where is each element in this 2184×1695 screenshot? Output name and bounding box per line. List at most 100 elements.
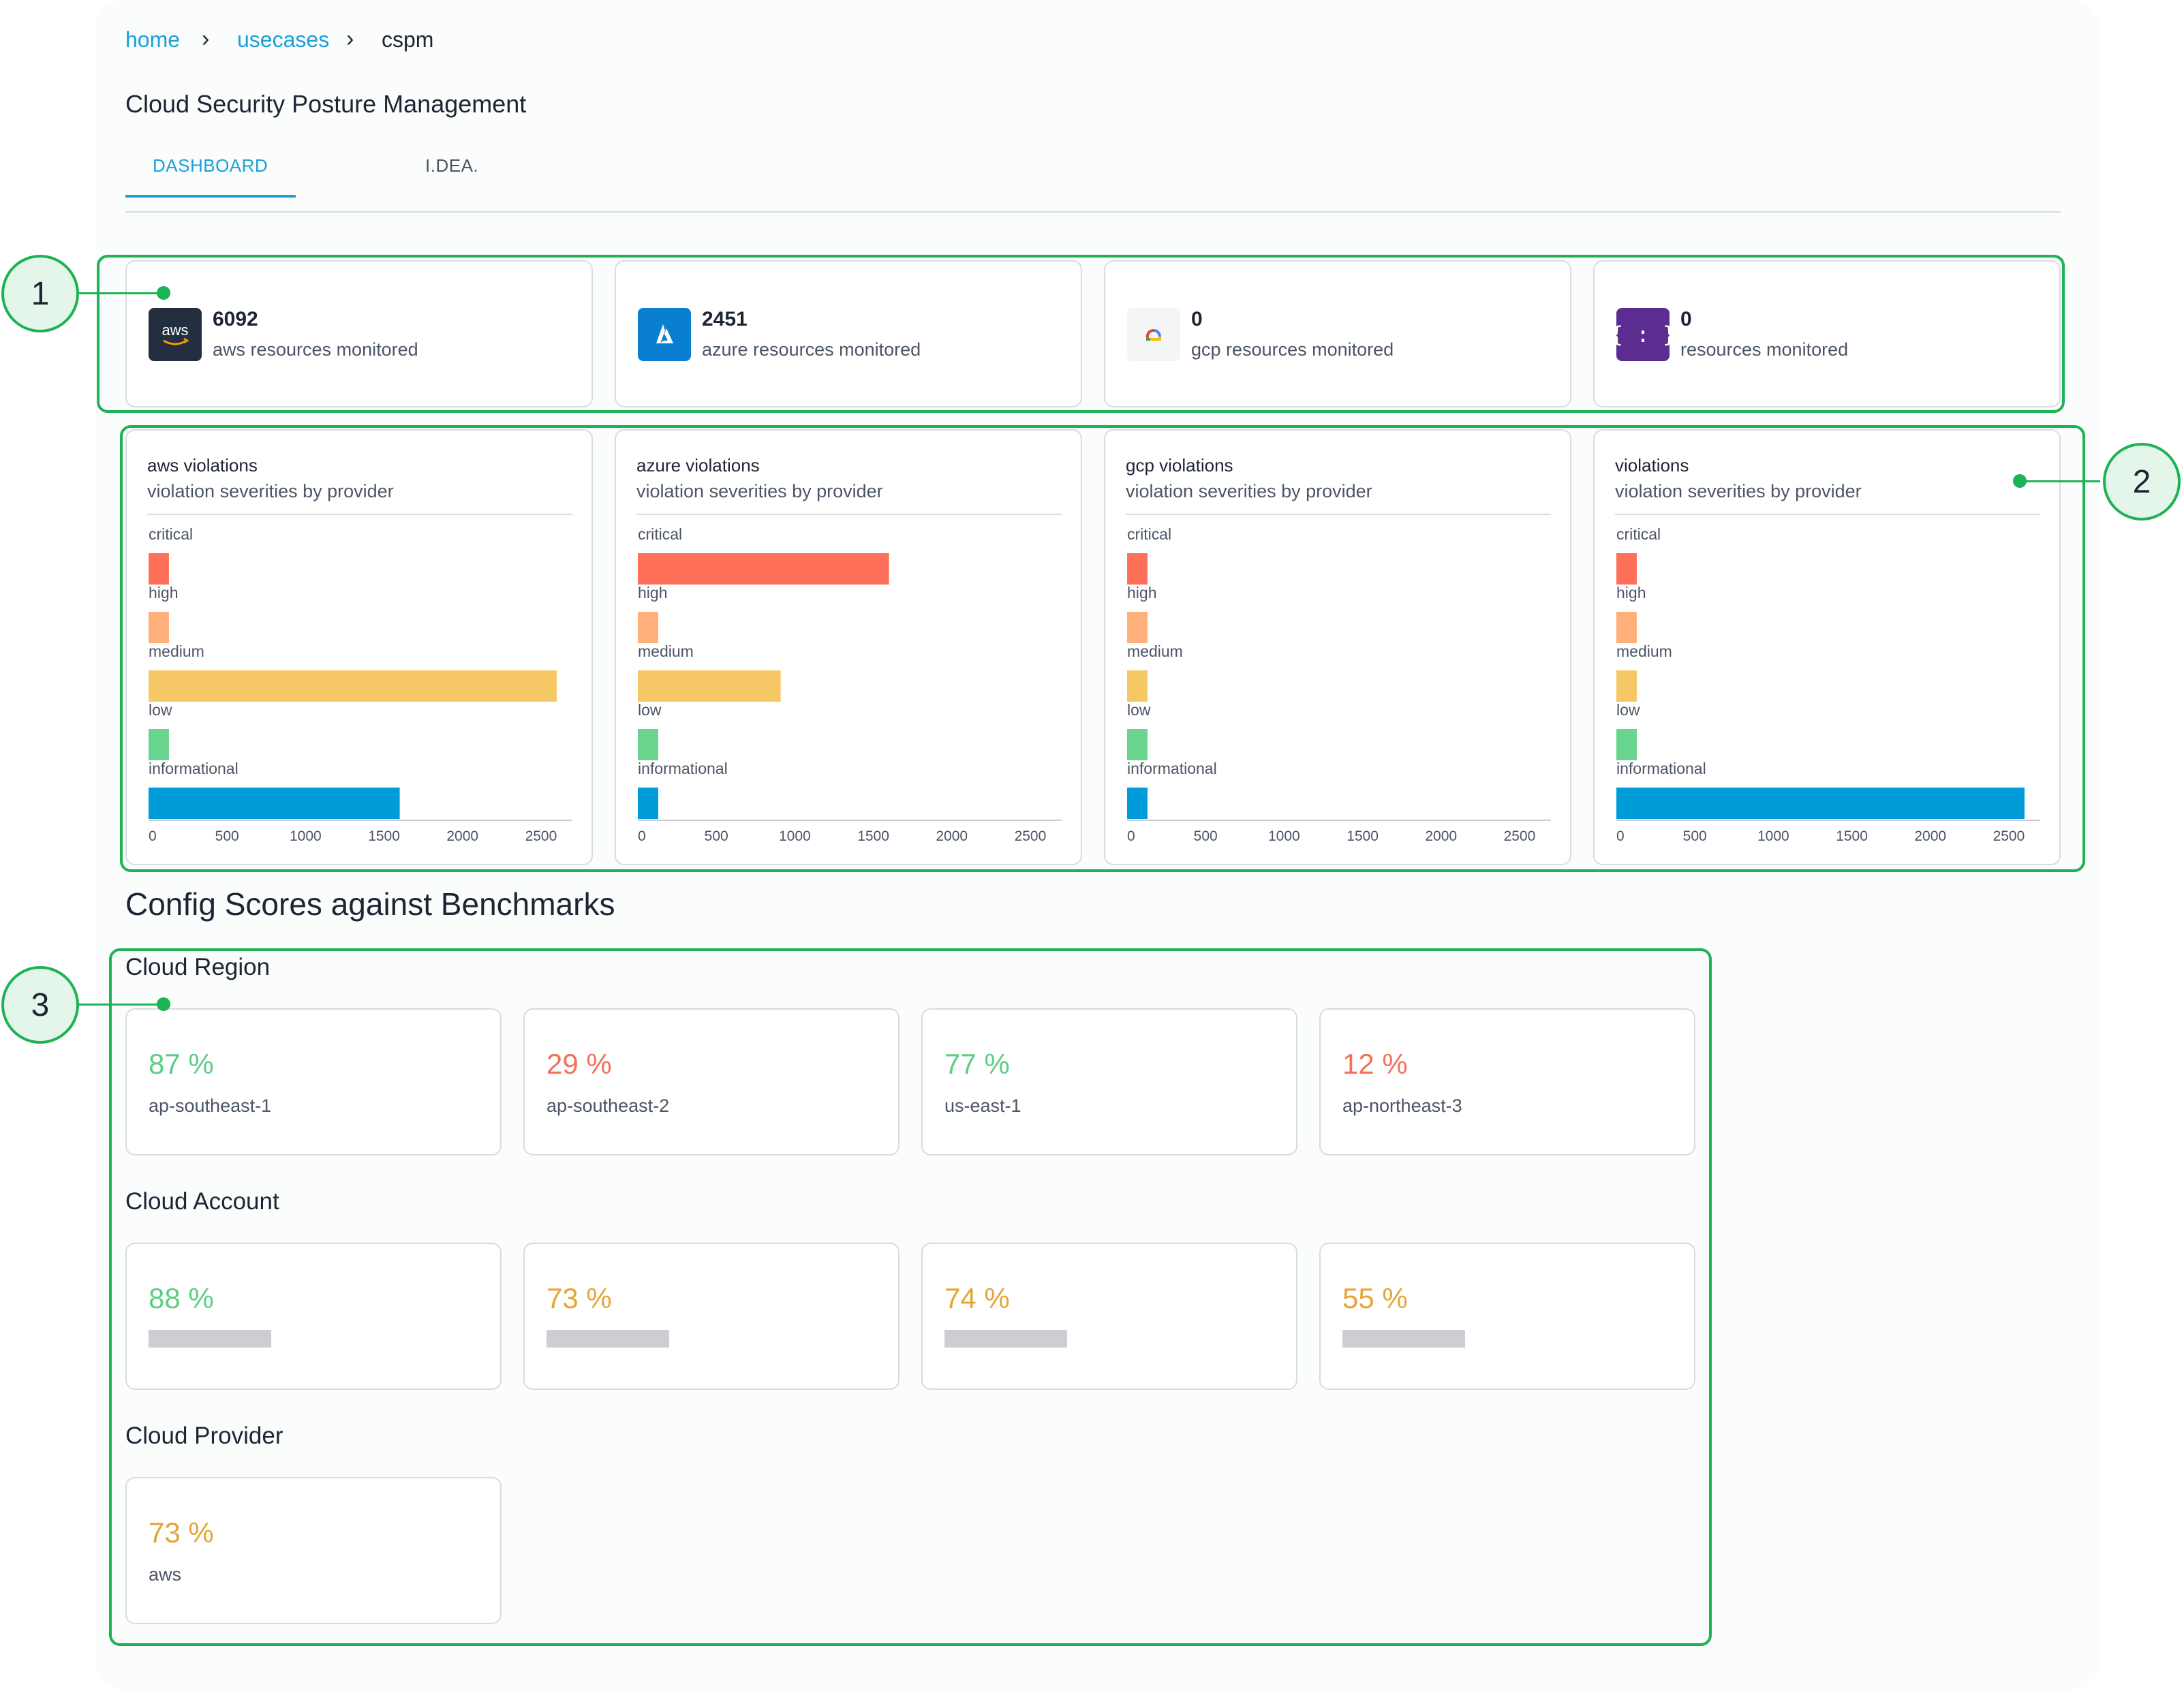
callout-anchor xyxy=(2013,474,2027,488)
score-value: 87 % xyxy=(149,1048,214,1080)
config-scores-heading: Config Scores against Benchmarks xyxy=(125,886,615,922)
score-card-account[interactable]: 73 % xyxy=(523,1243,899,1390)
violations-chart: critical high medium low informational 0 500 10… xyxy=(1127,525,1551,844)
severity-label: medium xyxy=(1616,642,1672,660)
chart-divider xyxy=(1615,514,2040,515)
callout-leader xyxy=(2018,480,2100,482)
resource-label: resources monitored xyxy=(1680,339,1849,360)
score-card-account[interactable]: 74 % xyxy=(921,1243,1297,1390)
chart-title: violations xyxy=(1615,455,1689,476)
score-card-account[interactable]: 55 % xyxy=(1319,1243,1695,1390)
callout-leader xyxy=(76,1004,164,1006)
x-tick-label: 0 xyxy=(1616,828,1625,844)
bar-medium xyxy=(1616,670,1637,702)
score-value: 55 % xyxy=(1342,1282,1408,1314)
breadcrumb-home[interactable]: home xyxy=(125,27,181,52)
bar-high xyxy=(1616,612,1637,643)
bar-critical xyxy=(638,553,889,585)
severity-label: critical xyxy=(1127,525,1171,543)
callout-anchor xyxy=(157,286,170,300)
resource-label: azure resources monitored xyxy=(702,339,921,360)
x-tick-label: 1500 xyxy=(1836,828,1868,844)
redacted-account-label xyxy=(1342,1330,1465,1348)
x-tick-label: 2500 xyxy=(525,828,557,844)
callout-leader xyxy=(76,292,164,294)
severity-label: medium xyxy=(638,642,694,660)
resource-card-other: { : } 0 resources monitored xyxy=(1593,260,2061,407)
resource-count: 2451 xyxy=(702,308,748,330)
chart-title: gcp violations xyxy=(1126,455,1233,476)
highlight-config-scores xyxy=(109,948,1712,1646)
chart-subtitle: violation severities by provider xyxy=(1126,481,1372,501)
severity-label: low xyxy=(1127,701,1151,719)
x-tick-label: 0 xyxy=(149,828,157,844)
score-label: ap-southeast-1 xyxy=(149,1095,272,1116)
bar-medium xyxy=(149,670,557,702)
x-tick-label: 0 xyxy=(1127,828,1135,844)
x-tick-label: 500 xyxy=(705,828,728,844)
chart-title: aws violations xyxy=(147,455,258,476)
x-tick-label: 500 xyxy=(1194,828,1218,844)
severity-label: high xyxy=(1127,584,1156,602)
cloud-region-heading: Cloud Region xyxy=(125,954,271,980)
severity-label: medium xyxy=(149,642,204,660)
x-tick-label: 2000 xyxy=(1425,828,1457,844)
x-tick-label: 2500 xyxy=(1015,828,1047,844)
x-tick-label: 1000 xyxy=(1757,828,1789,844)
bar-medium xyxy=(1127,670,1148,702)
bar-informational xyxy=(1616,788,2025,819)
severity-label: informational xyxy=(638,760,728,777)
x-tick-label: 2000 xyxy=(936,828,968,844)
resource-label: aws resources monitored xyxy=(213,339,418,360)
callout-anchor xyxy=(157,997,170,1011)
severity-label: informational xyxy=(1127,760,1217,777)
breadcrumb-usecases[interactable]: usecases xyxy=(237,27,330,52)
chart-subtitle: violation severities by provider xyxy=(1615,481,1862,501)
severity-label: informational xyxy=(149,760,239,777)
cloud-account-heading: Cloud Account xyxy=(125,1188,279,1215)
azure-logo-icon xyxy=(638,308,691,361)
bar-low xyxy=(1127,729,1148,760)
score-card-region[interactable]: 77 % us-east-1 xyxy=(921,1008,1297,1155)
chart-subtitle: violation severities by provider xyxy=(147,481,394,501)
chart-divider xyxy=(636,514,1062,515)
violations-card-aws: aws violations violation severities by p… xyxy=(125,429,593,865)
code-braces-icon: { : } xyxy=(1616,308,1670,361)
tab-dashboard[interactable]: DASHBOARD xyxy=(153,155,268,176)
score-value: 74 % xyxy=(944,1282,1010,1314)
tab-idea[interactable]: I.DEA. xyxy=(425,155,479,176)
svg-text:{ : }: { : } xyxy=(1616,322,1670,347)
resource-count: 0 xyxy=(1680,308,1692,330)
x-tick-label: 2000 xyxy=(446,828,478,844)
x-tick-label: 1500 xyxy=(368,828,400,844)
violations-chart: critical high medium low informational 0 500 10… xyxy=(1616,525,2040,844)
resource-count: 6092 xyxy=(213,308,258,330)
callout-badge-2: 2 xyxy=(2103,443,2181,520)
bar-medium xyxy=(638,670,781,702)
severity-label: critical xyxy=(149,525,193,543)
score-card-region[interactable]: 87 % ap-southeast-1 xyxy=(125,1008,502,1155)
active-tab-indicator xyxy=(125,195,296,198)
score-card-account[interactable]: 88 % xyxy=(125,1243,502,1390)
severity-label: medium xyxy=(1127,642,1183,660)
severity-label: high xyxy=(149,584,178,602)
bar-high xyxy=(638,612,658,643)
violations-card-azure: azure violations violation severities by… xyxy=(615,429,1082,865)
x-tick-label: 2500 xyxy=(1504,828,1536,844)
score-card-region[interactable]: 12 % ap-northeast-3 xyxy=(1319,1008,1695,1155)
score-card-region[interactable]: 29 % ap-southeast-2 xyxy=(523,1008,899,1155)
breadcrumb-chevron-icon: › xyxy=(346,26,354,52)
score-value: 77 % xyxy=(944,1048,1010,1080)
bar-informational xyxy=(1127,788,1148,819)
bar-high xyxy=(1127,612,1148,643)
score-card-provider[interactable]: 73 % aws xyxy=(125,1477,502,1624)
severity-label: high xyxy=(1616,584,1646,602)
chart-divider xyxy=(147,514,572,515)
score-label: ap-northeast-3 xyxy=(1342,1095,1462,1116)
score-value: 12 % xyxy=(1342,1048,1408,1080)
callout-badge-1: 1 xyxy=(1,255,79,332)
severity-label: low xyxy=(638,701,662,719)
breadcrumb-chevron-icon: › xyxy=(202,26,210,52)
bar-critical xyxy=(1127,553,1148,585)
bar-low xyxy=(1616,729,1637,760)
